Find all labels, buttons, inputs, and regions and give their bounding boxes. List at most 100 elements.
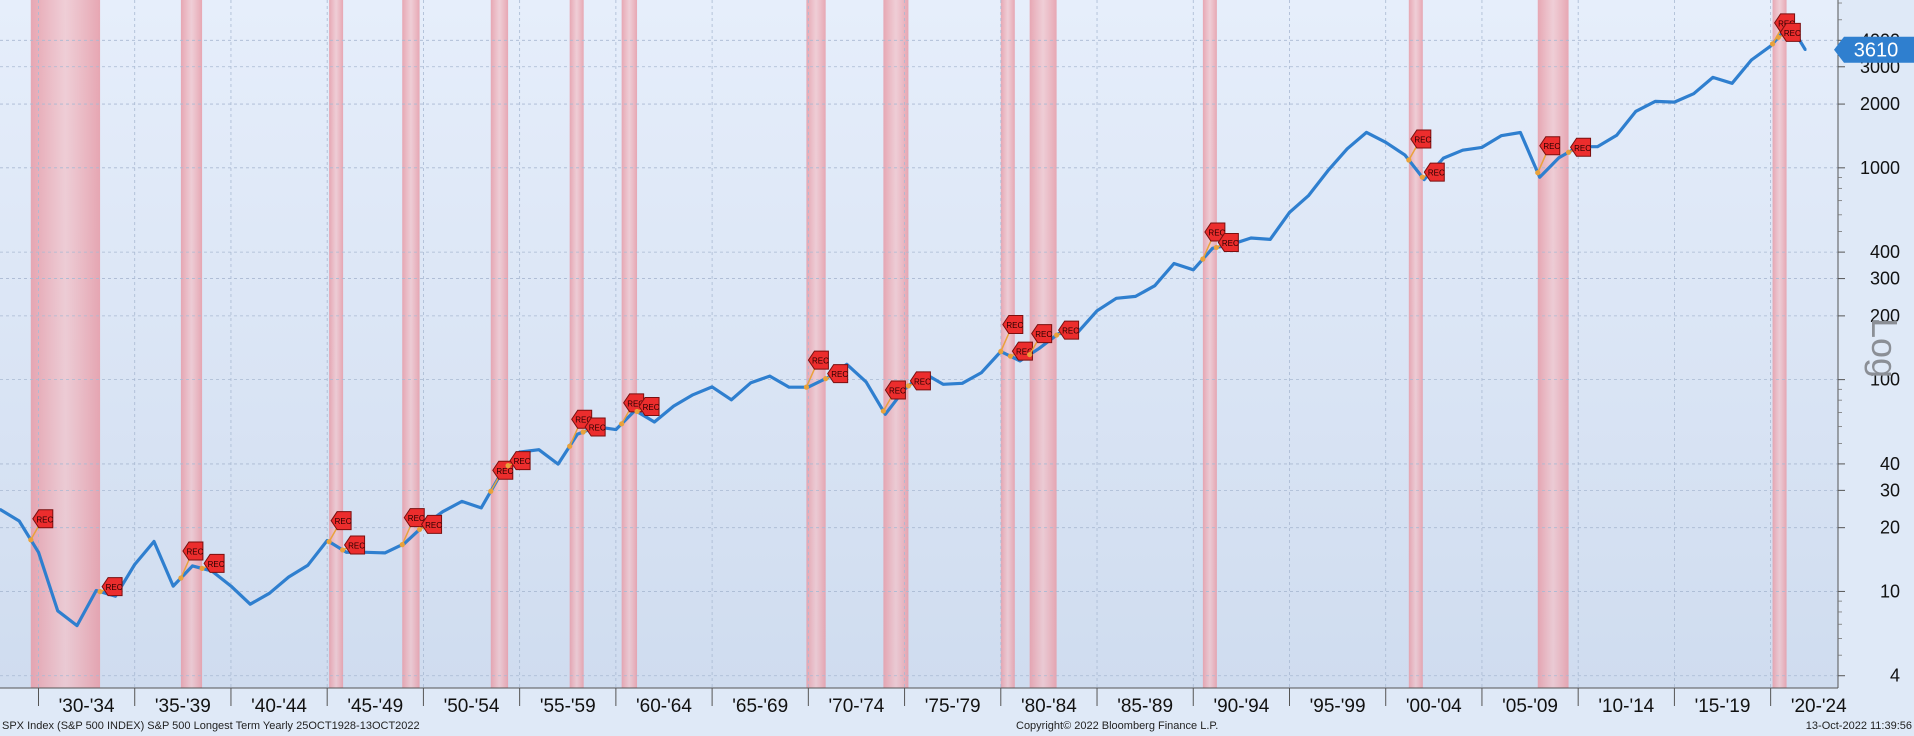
x-tick-label: '45-'49 <box>347 696 403 717</box>
rec-marker-dot <box>1535 170 1541 176</box>
rec-marker-label: REC <box>36 515 53 524</box>
rec-marker-label: REC <box>1428 169 1445 178</box>
x-tick-label: '85-'89 <box>1117 696 1173 717</box>
data-point <box>37 551 40 554</box>
x-tick-label: '75-'79 <box>925 696 981 717</box>
rec-marker-label: REC <box>1035 330 1052 339</box>
rec-marker-flag <box>1002 314 1024 334</box>
data-point <box>1673 100 1676 104</box>
rec-marker-flag <box>1204 222 1226 242</box>
rec-marker-label: REC <box>1062 327 1079 336</box>
x-tick-label: '80-'84 <box>1021 696 1077 717</box>
x-tick-label: '50-'54 <box>444 696 500 717</box>
rec-marker-flag <box>884 380 906 400</box>
x-tick-label: '90-'94 <box>1213 696 1269 717</box>
data-point <box>1345 147 1349 151</box>
rec-marker-dot <box>416 526 423 533</box>
rec-marker-label: REC <box>408 514 425 523</box>
rec-marker-dot <box>326 539 332 545</box>
rec-marker-flag <box>1058 320 1080 340</box>
data-point <box>1307 194 1311 197</box>
x-tick-label: '95-'99 <box>1310 696 1366 717</box>
data-point <box>710 385 714 389</box>
recession-band <box>329 0 344 688</box>
data-point <box>383 551 387 555</box>
footer-timestamp: 13-Oct-2022 11:39:56 <box>1805 720 1912 732</box>
data-point <box>980 371 983 374</box>
rec-marker-label: REC <box>1222 239 1239 248</box>
data-point <box>1653 100 1657 103</box>
rec-marker-flag <box>1423 162 1445 182</box>
data-point <box>1499 134 1503 137</box>
data-point <box>1153 284 1157 287</box>
data-point <box>884 412 887 416</box>
recession-band <box>569 0 584 688</box>
x-tick-label: '60-'64 <box>636 696 692 717</box>
rec-marker-dot <box>199 565 205 572</box>
recession-band <box>490 0 509 688</box>
rec-marker-dot <box>1213 244 1219 251</box>
rec-marker-flag <box>203 553 225 573</box>
last-value-tag <box>1834 36 1914 63</box>
rec-marker-dot <box>619 421 625 427</box>
rec-marker-flag <box>827 364 849 384</box>
rec-marker-dot <box>1200 256 1206 262</box>
recession-band <box>1537 0 1569 688</box>
data-point <box>1557 156 1561 160</box>
rec-marker-label: REC <box>1543 142 1560 151</box>
data-point <box>1384 140 1388 144</box>
rec-marker-flag <box>638 397 660 417</box>
data-point <box>345 551 348 554</box>
x-tick-label: '70-'74 <box>829 696 885 717</box>
data-point <box>1288 211 1291 214</box>
footer-security-description: SPX Index (S&P 500 INDEX) S&P 500 Longes… <box>2 720 420 732</box>
rec-marker-flag <box>909 371 931 391</box>
rec-marker-label: REC <box>348 541 365 550</box>
x-tick-label: '30-'34 <box>59 696 115 717</box>
rec-marker-label: REC <box>575 416 592 425</box>
recession-band <box>1408 0 1423 688</box>
rec-marker-dot <box>1775 34 1781 40</box>
rec-marker-label: REC <box>812 357 829 366</box>
rec-marker-label: REC <box>1784 29 1801 38</box>
rec-marker-label: REC <box>1016 348 1033 357</box>
rec-marker-label: REC <box>106 583 123 592</box>
x-tick-label: '35-'39 <box>155 696 211 717</box>
log-scale-indicator: Log <box>1864 318 1905 378</box>
rec-marker-dot <box>1769 41 1776 47</box>
rec-marker-dot <box>580 429 586 435</box>
x-tick-label: '15-'19 <box>1695 696 1751 717</box>
rec-marker-dot <box>803 384 810 390</box>
data-point <box>1249 236 1253 240</box>
data-point <box>1134 295 1137 298</box>
rec-marker-dot <box>97 589 103 595</box>
rec-marker-dot <box>998 348 1004 355</box>
rec-marker-flag <box>509 451 531 471</box>
rec-marker-dot <box>905 383 912 389</box>
rec-marker-dot <box>1007 353 1014 359</box>
y-tick-label: 20 <box>1880 518 1900 538</box>
rec-marker-dot <box>823 376 829 382</box>
rec-marker-flag <box>1217 232 1239 252</box>
recession-band <box>402 0 420 688</box>
rec-marker-label: REC <box>335 517 352 526</box>
footer-copyright: Copyright© 2022 Bloomberg Finance L.P. <box>1016 720 1219 732</box>
data-point <box>1615 133 1618 137</box>
data-point <box>1268 238 1272 241</box>
data-point <box>133 563 137 566</box>
recession-band <box>1772 0 1787 688</box>
data-point <box>306 563 310 567</box>
rec-marker-flag <box>182 541 204 561</box>
rec-marker-dot <box>399 542 405 548</box>
recession-band <box>30 0 101 688</box>
rec-marker-label: REC <box>208 560 225 569</box>
x-tick-label: '65-'69 <box>732 696 788 717</box>
data-point <box>1692 92 1695 95</box>
data-point <box>1803 48 1807 52</box>
rec-marker-dot <box>880 408 886 414</box>
y-tick-label: 30 <box>1880 480 1900 500</box>
rec-marker-flag <box>1779 22 1801 42</box>
rec-marker-flag <box>1031 324 1053 344</box>
